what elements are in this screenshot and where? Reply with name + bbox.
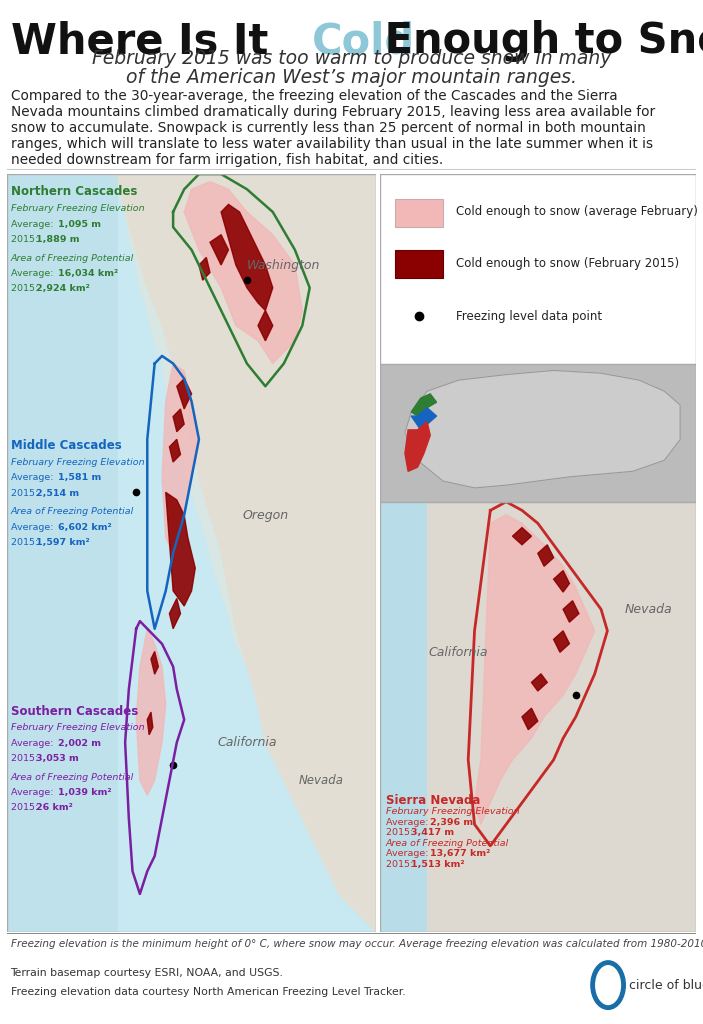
Bar xyxy=(395,199,443,227)
Text: 1,095 m: 1,095 m xyxy=(58,219,101,228)
Polygon shape xyxy=(475,515,595,824)
Text: February Freezing Elevation: February Freezing Elevation xyxy=(11,723,144,732)
Text: February Freezing Elevation: February Freezing Elevation xyxy=(386,807,520,816)
Polygon shape xyxy=(405,371,681,488)
Polygon shape xyxy=(99,174,376,932)
Text: 3,417 m: 3,417 m xyxy=(411,827,454,837)
Text: 2015:: 2015: xyxy=(11,754,41,763)
Text: Southern Cascades: Southern Cascades xyxy=(11,705,138,718)
Text: Nevada: Nevada xyxy=(298,774,343,786)
Text: Terrain basemap courtesy ESRI, NOAA, and USGS.: Terrain basemap courtesy ESRI, NOAA, and… xyxy=(11,968,283,978)
Text: 2,924 km²: 2,924 km² xyxy=(36,284,89,293)
Polygon shape xyxy=(258,310,273,341)
Text: snow to accumulate. Snowpack is currently less than 25 percent of normal in both: snow to accumulate. Snowpack is currentl… xyxy=(11,121,645,135)
Text: needed downstream for farm irrigation, fish habitat, and cities.: needed downstream for farm irrigation, f… xyxy=(11,153,443,167)
Text: 26 km²: 26 km² xyxy=(36,803,72,812)
Text: 2015:: 2015: xyxy=(11,803,41,812)
Text: 1,597 km²: 1,597 km² xyxy=(36,538,89,547)
Text: Northern Cascades: Northern Cascades xyxy=(11,185,137,199)
Text: Average:: Average: xyxy=(386,818,432,826)
Text: Average:: Average: xyxy=(11,473,56,482)
Text: Area of Freezing Potential: Area of Freezing Potential xyxy=(11,254,134,262)
Text: Average:: Average: xyxy=(11,787,56,797)
Text: February 2015 was too warm to produce snow in many: February 2015 was too warm to produce sn… xyxy=(92,49,611,69)
Text: 2015:: 2015: xyxy=(11,538,41,547)
Polygon shape xyxy=(405,422,430,471)
Text: 1,513 km²: 1,513 km² xyxy=(411,859,465,868)
Bar xyxy=(7,174,118,932)
Text: 2,002 m: 2,002 m xyxy=(58,738,101,748)
Text: February Freezing Elevation: February Freezing Elevation xyxy=(11,459,144,467)
Text: 2015:: 2015: xyxy=(11,488,41,498)
Text: 16,034 km²: 16,034 km² xyxy=(58,269,118,278)
Polygon shape xyxy=(151,651,158,674)
Text: Where Is It: Where Is It xyxy=(11,20,283,62)
Polygon shape xyxy=(411,394,437,416)
Polygon shape xyxy=(177,379,191,409)
Text: Enough to Snow?: Enough to Snow? xyxy=(370,20,703,62)
Polygon shape xyxy=(512,527,531,545)
Text: Compared to the 30-year-average, the freezing elevation of the Cascades and the : Compared to the 30-year-average, the fre… xyxy=(11,89,617,103)
Polygon shape xyxy=(563,601,579,623)
Text: Average:: Average: xyxy=(11,738,56,748)
Text: Washington: Washington xyxy=(247,258,321,271)
Text: Area of Freezing Potential: Area of Freezing Potential xyxy=(11,773,134,781)
Text: Average:: Average: xyxy=(11,269,56,278)
Polygon shape xyxy=(554,570,569,592)
Text: 6,602 km²: 6,602 km² xyxy=(58,522,112,531)
Text: 2,514 m: 2,514 m xyxy=(36,488,79,498)
Text: Average:: Average: xyxy=(386,849,432,858)
Polygon shape xyxy=(221,205,273,310)
Text: Area of Freezing Potential: Area of Freezing Potential xyxy=(386,840,509,848)
Text: Freezing level data point: Freezing level data point xyxy=(456,309,602,323)
Bar xyxy=(380,502,427,932)
Text: ranges, which will translate to less water availability than usual in the late s: ranges, which will translate to less wat… xyxy=(11,136,652,151)
Polygon shape xyxy=(169,598,181,629)
Text: 1,889 m: 1,889 m xyxy=(36,234,79,244)
Text: Nevada: Nevada xyxy=(625,603,672,615)
Polygon shape xyxy=(166,493,195,606)
Text: Cold enough to snow (February 2015): Cold enough to snow (February 2015) xyxy=(456,257,678,269)
Polygon shape xyxy=(173,409,184,432)
Polygon shape xyxy=(184,181,302,364)
Text: California: California xyxy=(217,736,277,749)
Text: February Freezing Elevation: February Freezing Elevation xyxy=(11,205,144,213)
Text: 13,677 km²: 13,677 km² xyxy=(430,849,491,858)
Text: Average:: Average: xyxy=(11,219,56,228)
Text: Nevada mountains climbed dramatically during February 2015, leaving less area av: Nevada mountains climbed dramatically du… xyxy=(11,104,654,119)
Text: 3,053 m: 3,053 m xyxy=(36,754,79,763)
Text: 2015:: 2015: xyxy=(386,859,416,868)
Text: 2015:: 2015: xyxy=(11,284,41,293)
Text: 2,396 m: 2,396 m xyxy=(430,818,473,826)
Text: Sierra Nevada: Sierra Nevada xyxy=(386,795,480,807)
Text: circle of blue: circle of blue xyxy=(629,979,703,991)
Text: Cold enough to snow (average February): Cold enough to snow (average February) xyxy=(456,206,697,218)
Text: Average:: Average: xyxy=(11,522,56,531)
Text: Freezing elevation is the minimum height of 0° C, where snow may occur. Average : Freezing elevation is the minimum height… xyxy=(11,939,703,949)
Text: of the American West’s major mountain ranges.: of the American West’s major mountain ra… xyxy=(126,68,577,87)
Text: Freezing elevation data courtesy North American Freezing Level Tracker.: Freezing elevation data courtesy North A… xyxy=(11,987,405,997)
Text: 1,581 m: 1,581 m xyxy=(58,473,101,482)
Polygon shape xyxy=(531,674,547,691)
Text: 2015:: 2015: xyxy=(386,827,416,837)
Text: Area of Freezing Potential: Area of Freezing Potential xyxy=(11,508,134,516)
Text: 1,039 km²: 1,039 km² xyxy=(58,787,112,797)
Text: Oregon: Oregon xyxy=(243,509,288,521)
Polygon shape xyxy=(169,439,181,462)
Polygon shape xyxy=(411,408,437,430)
Polygon shape xyxy=(162,364,199,553)
Polygon shape xyxy=(522,709,538,730)
Polygon shape xyxy=(99,174,376,932)
Text: Middle Cascades: Middle Cascades xyxy=(11,439,122,453)
Bar xyxy=(395,250,443,279)
Polygon shape xyxy=(210,234,228,265)
Text: California: California xyxy=(429,646,489,658)
Polygon shape xyxy=(136,629,166,796)
Polygon shape xyxy=(148,712,153,735)
Polygon shape xyxy=(199,257,210,281)
Polygon shape xyxy=(538,545,554,566)
Text: Cold: Cold xyxy=(312,20,415,62)
Text: 2015:: 2015: xyxy=(11,234,41,244)
Polygon shape xyxy=(554,631,569,652)
